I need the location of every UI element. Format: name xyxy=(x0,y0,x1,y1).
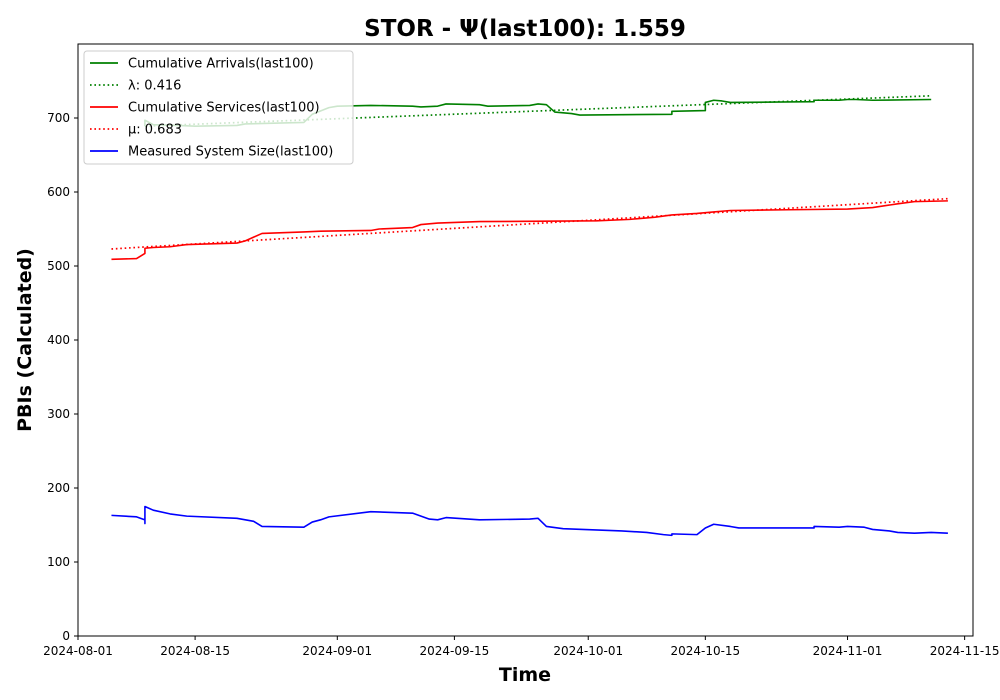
x-tick-label: 2024-11-15 xyxy=(930,644,1000,658)
y-tick-label: 100 xyxy=(47,555,70,569)
y-axis-title: PBIs (Calculated) xyxy=(14,248,36,432)
series-line-3 xyxy=(111,197,948,250)
x-tick-label: 2024-09-15 xyxy=(420,644,490,658)
legend-label: λ: 0.416 xyxy=(128,79,181,94)
legend-box xyxy=(83,50,354,165)
legend-label: Cumulative Services(last100) xyxy=(128,101,320,116)
x-tick-label: 2024-09-01 xyxy=(302,644,372,658)
x-tick-label: 2024-08-15 xyxy=(160,644,230,658)
x-tick-label: 2024-10-15 xyxy=(670,644,740,658)
x-tick-label: 2024-08-01 xyxy=(43,644,113,658)
legend-label: Cumulative Arrivals(last100) xyxy=(128,57,314,72)
y-tick-label: 300 xyxy=(47,407,70,421)
series-line-2 xyxy=(111,200,948,261)
legend: Cumulative Arrivals(last100) λ: 0.416 Cumu… xyxy=(83,50,354,165)
y-tick-label: 600 xyxy=(47,185,70,199)
legend-label: Measured System Size(last100) xyxy=(128,145,333,160)
y-tick-label: 0 xyxy=(62,629,70,643)
y-tick-label: 500 xyxy=(47,259,70,273)
x-tick-label: 2024-10-01 xyxy=(553,644,623,658)
y-tick-label: 700 xyxy=(47,111,70,125)
x-axis-title: Time xyxy=(499,664,551,686)
y-tick-label: 200 xyxy=(47,481,70,495)
axes: 2024-08-01 2024-08-15 2024-09-01 2024-09-15… xyxy=(43,43,1000,658)
legend-label: μ: 0.683 xyxy=(128,123,182,138)
series-line-1 xyxy=(144,94,932,127)
chart-title: STOR - Ψ(last100): 1.559 xyxy=(364,16,686,42)
x-tick-label: 2024-11-01 xyxy=(813,644,883,658)
y-tick-label: 400 xyxy=(47,333,70,347)
series-line-4 xyxy=(111,505,948,537)
